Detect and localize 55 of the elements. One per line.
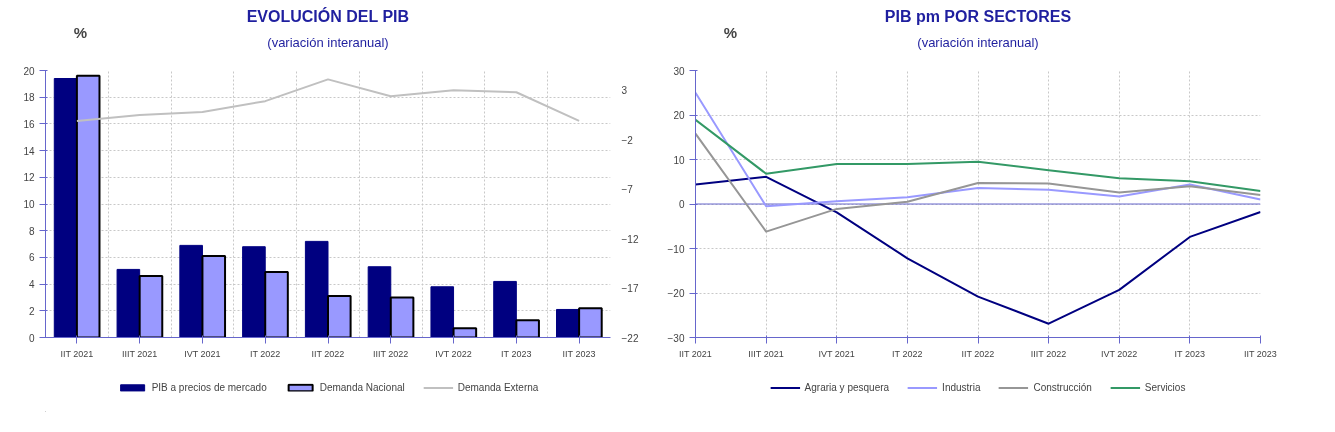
x-tick-label: IIT 2021 — [678, 348, 712, 359]
x-tick-label: IT 2023 — [501, 348, 532, 359]
y-tick-label: 20 — [23, 65, 35, 77]
x-tick-label: IIIT 2022 — [1030, 348, 1067, 359]
x-tick-label: IVT 2021 — [818, 348, 855, 359]
y-tick-label: 16 — [23, 118, 35, 130]
x-tick-label: IIT 2023 — [562, 348, 596, 359]
x-tick-label: IIT 2023 — [1243, 348, 1277, 359]
y-axis-title: % — [723, 23, 738, 41]
y-tick-label: 12 — [23, 172, 35, 184]
y-tick-label: 18 — [23, 92, 35, 104]
y2-tick-label: −22 — [621, 332, 639, 344]
y2-tick-label: −2 — [621, 134, 634, 146]
y-tick-label: 2 — [28, 305, 35, 317]
chart-subtitle: (variación interanual) — [917, 35, 1039, 51]
chart-subtitle: (variación interanual) — [267, 35, 389, 51]
x-tick-label: IIT 2021 — [60, 348, 94, 359]
legend-label: Construcción — [1033, 381, 1092, 393]
chart-title: PIB pm POR SECTORES — [884, 8, 1072, 26]
y2-tick-label: −17 — [621, 283, 639, 295]
legend-label: PIB a precios de mercado — [151, 381, 267, 393]
x-tick-label: IIIT 2021 — [121, 348, 158, 359]
x-tick-label: IVT 2022 — [435, 348, 472, 359]
x-tick-label: IIT 2022 — [311, 348, 345, 359]
x-tick-label: IIIT 2022 — [373, 348, 409, 359]
x-tick-label: IT 2022 — [249, 348, 281, 359]
y-tick-label: −10 — [667, 243, 685, 255]
x-tick-label: IT 2023 — [1174, 348, 1205, 359]
legend-label: Agraria y pesquera — [804, 381, 890, 393]
y-tick-label: −30 — [667, 332, 685, 344]
legend-label: Industria — [942, 381, 981, 393]
y-tick-label: 6 — [28, 252, 35, 264]
y2-tick-label: 3 — [621, 85, 628, 97]
y-tick-label: 30 — [673, 65, 685, 77]
y-tick-label: −20 — [667, 288, 685, 299]
y-tick-label: 10 — [23, 199, 35, 210]
x-tick-label: IT 2022 — [892, 348, 923, 359]
y-tick-label: 14 — [23, 145, 35, 157]
y-tick-label: 10 — [673, 154, 685, 166]
y-tick-label: 8 — [28, 225, 35, 237]
legend-label: Servicios — [1144, 381, 1186, 393]
x-tick-label: IVT 2021 — [184, 348, 221, 359]
y-tick-label: 20 — [673, 110, 685, 121]
x-tick-label: IVT 2022 — [1100, 348, 1138, 359]
x-tick-label: IIIT 2021 — [748, 348, 784, 359]
y2-tick-label: −7 — [621, 184, 634, 196]
chart-title: EVOLUCIÓN DEL PIB — [246, 7, 410, 26]
legend-label: Demanda Externa — [457, 381, 539, 393]
y2-tick-label: −12 — [621, 233, 639, 245]
legend-label: Demanda Nacional — [319, 381, 405, 393]
y-axis-title: % — [73, 23, 88, 41]
y-tick-label: 0 — [678, 199, 685, 210]
y-tick-label: 4 — [28, 279, 35, 291]
x-tick-label: IIT 2022 — [961, 348, 995, 359]
y-tick-label: 0 — [28, 332, 35, 344]
